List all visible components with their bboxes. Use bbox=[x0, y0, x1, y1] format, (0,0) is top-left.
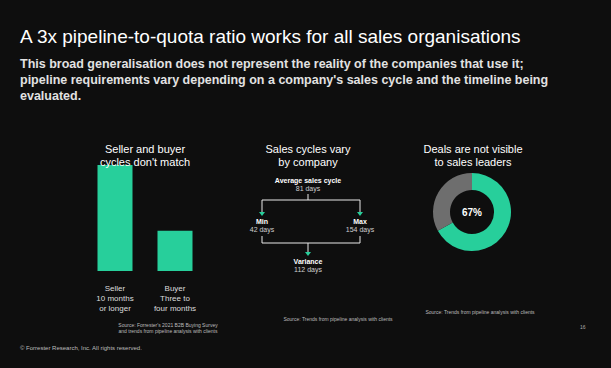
svg-text:Seller: Seller bbox=[105, 284, 126, 293]
svg-text:67%: 67% bbox=[462, 207, 482, 218]
html-text:A 3x pipeline-to-quota ratio w: A 3x pipeline-to-quota ratio works for a… bbox=[20, 26, 521, 47]
html-text:Deals are not visible to sales: Deals are not visible to sales leaders bbox=[423, 143, 523, 168]
html-text:Variance: Variance bbox=[293, 258, 323, 265]
svg-text:Three to: Three to bbox=[160, 294, 190, 303]
html-text:154 days: 154 days bbox=[345, 226, 375, 233]
html-text:Average sales cycle: Average sales cycle bbox=[274, 177, 342, 184]
html-text:Source: Trends from pipeline a: Source: Trends from pipeline analysis wi… bbox=[425, 309, 535, 315]
html-text:Min: Min bbox=[256, 218, 268, 225]
html-text:Source: Forrester's 2021 B2B B: Source: Forrester's 2021 B2B Buying Surv… bbox=[118, 322, 218, 334]
html-text:16: 16 bbox=[580, 324, 586, 330]
svg-text:or longer: or longer bbox=[99, 304, 131, 313]
html-text:© Forrester Research, Inc. All: © Forrester Research, Inc. All rights re… bbox=[20, 345, 142, 351]
svg-text:four months: four months bbox=[154, 304, 196, 313]
svg-text:Buyer: Buyer bbox=[165, 284, 186, 293]
html-text:Source: Trends from pipeline a: Source: Trends from pipeline analysis wi… bbox=[283, 316, 393, 322]
html-text:42 days: 42 days bbox=[249, 226, 275, 233]
html-text:This broad generalisation does: This broad generalisation does not repre… bbox=[20, 57, 549, 103]
html-text:81 days: 81 days bbox=[295, 185, 321, 192]
html-text:112 days: 112 days bbox=[294, 266, 322, 273]
html-text:Seller and buyer cycles don't: Seller and buyer cycles don't match bbox=[99, 143, 191, 168]
svg-text:10 months: 10 months bbox=[96, 294, 133, 303]
html-text:Max: Max bbox=[353, 218, 367, 225]
html-text:Sales cycles vary by company: Sales cycles vary by company bbox=[265, 143, 351, 168]
